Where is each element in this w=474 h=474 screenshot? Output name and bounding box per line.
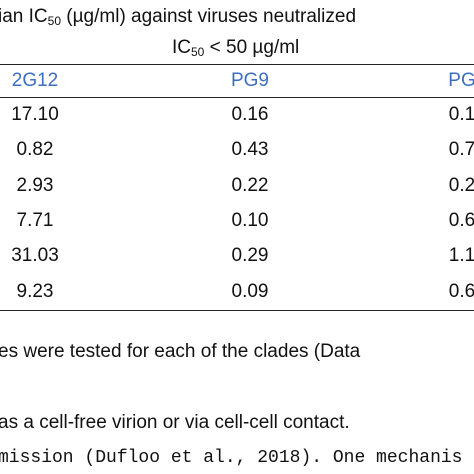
text: < 50 µg/ml xyxy=(204,37,300,58)
table-cell: 0.1 xyxy=(448,104,474,125)
column-header: PG9 xyxy=(230,70,270,91)
table-cell: 7.71 xyxy=(16,209,54,231)
column-header: 2G12 xyxy=(11,70,59,91)
body-line: es were tested for each of the clades (D… xyxy=(0,341,361,362)
table-cell: 0.29 xyxy=(231,245,269,267)
text: ian IC xyxy=(0,6,48,27)
table-rule xyxy=(0,97,474,98)
column-header: PG xyxy=(448,70,474,91)
title-line: ian IC50 (µg/ml) against viruses neutral… xyxy=(0,6,356,32)
table-cell: 2.93 xyxy=(16,174,54,196)
subtitle-line: IC50 < 50 µg/ml xyxy=(172,37,299,63)
table-cell: 9.23 xyxy=(16,280,54,302)
table-rule xyxy=(0,310,474,311)
table-cell: 0.2 xyxy=(448,174,474,196)
table-cell: 0.82 xyxy=(16,139,54,161)
table-cell: 0.09 xyxy=(231,280,269,302)
table-cell: 31.03 xyxy=(11,245,59,267)
text: (µg/ml) against viruses neutralized xyxy=(61,6,357,27)
table-cell: 0.10 xyxy=(231,209,269,231)
table-cell: 17.10 xyxy=(11,104,59,125)
subscript: 50 xyxy=(191,45,205,59)
table-cell: 1.1 xyxy=(448,245,474,267)
table-cell: 0.6 xyxy=(448,209,474,231)
table-cell: 0.43 xyxy=(231,139,269,161)
table-cell: 0.6 xyxy=(448,280,474,302)
table-rule xyxy=(0,64,474,65)
body-line: mission (Dufloo et al., 2018). One mecha… xyxy=(0,448,463,468)
table-cell: 0.22 xyxy=(231,174,269,196)
table-cell: 0.16 xyxy=(231,104,269,125)
subscript: 50 xyxy=(47,14,61,28)
body-line: as a cell-free virion or via cell-cell c… xyxy=(0,412,350,433)
table-cell: 0.7 xyxy=(448,139,474,161)
text: IC xyxy=(172,37,191,58)
